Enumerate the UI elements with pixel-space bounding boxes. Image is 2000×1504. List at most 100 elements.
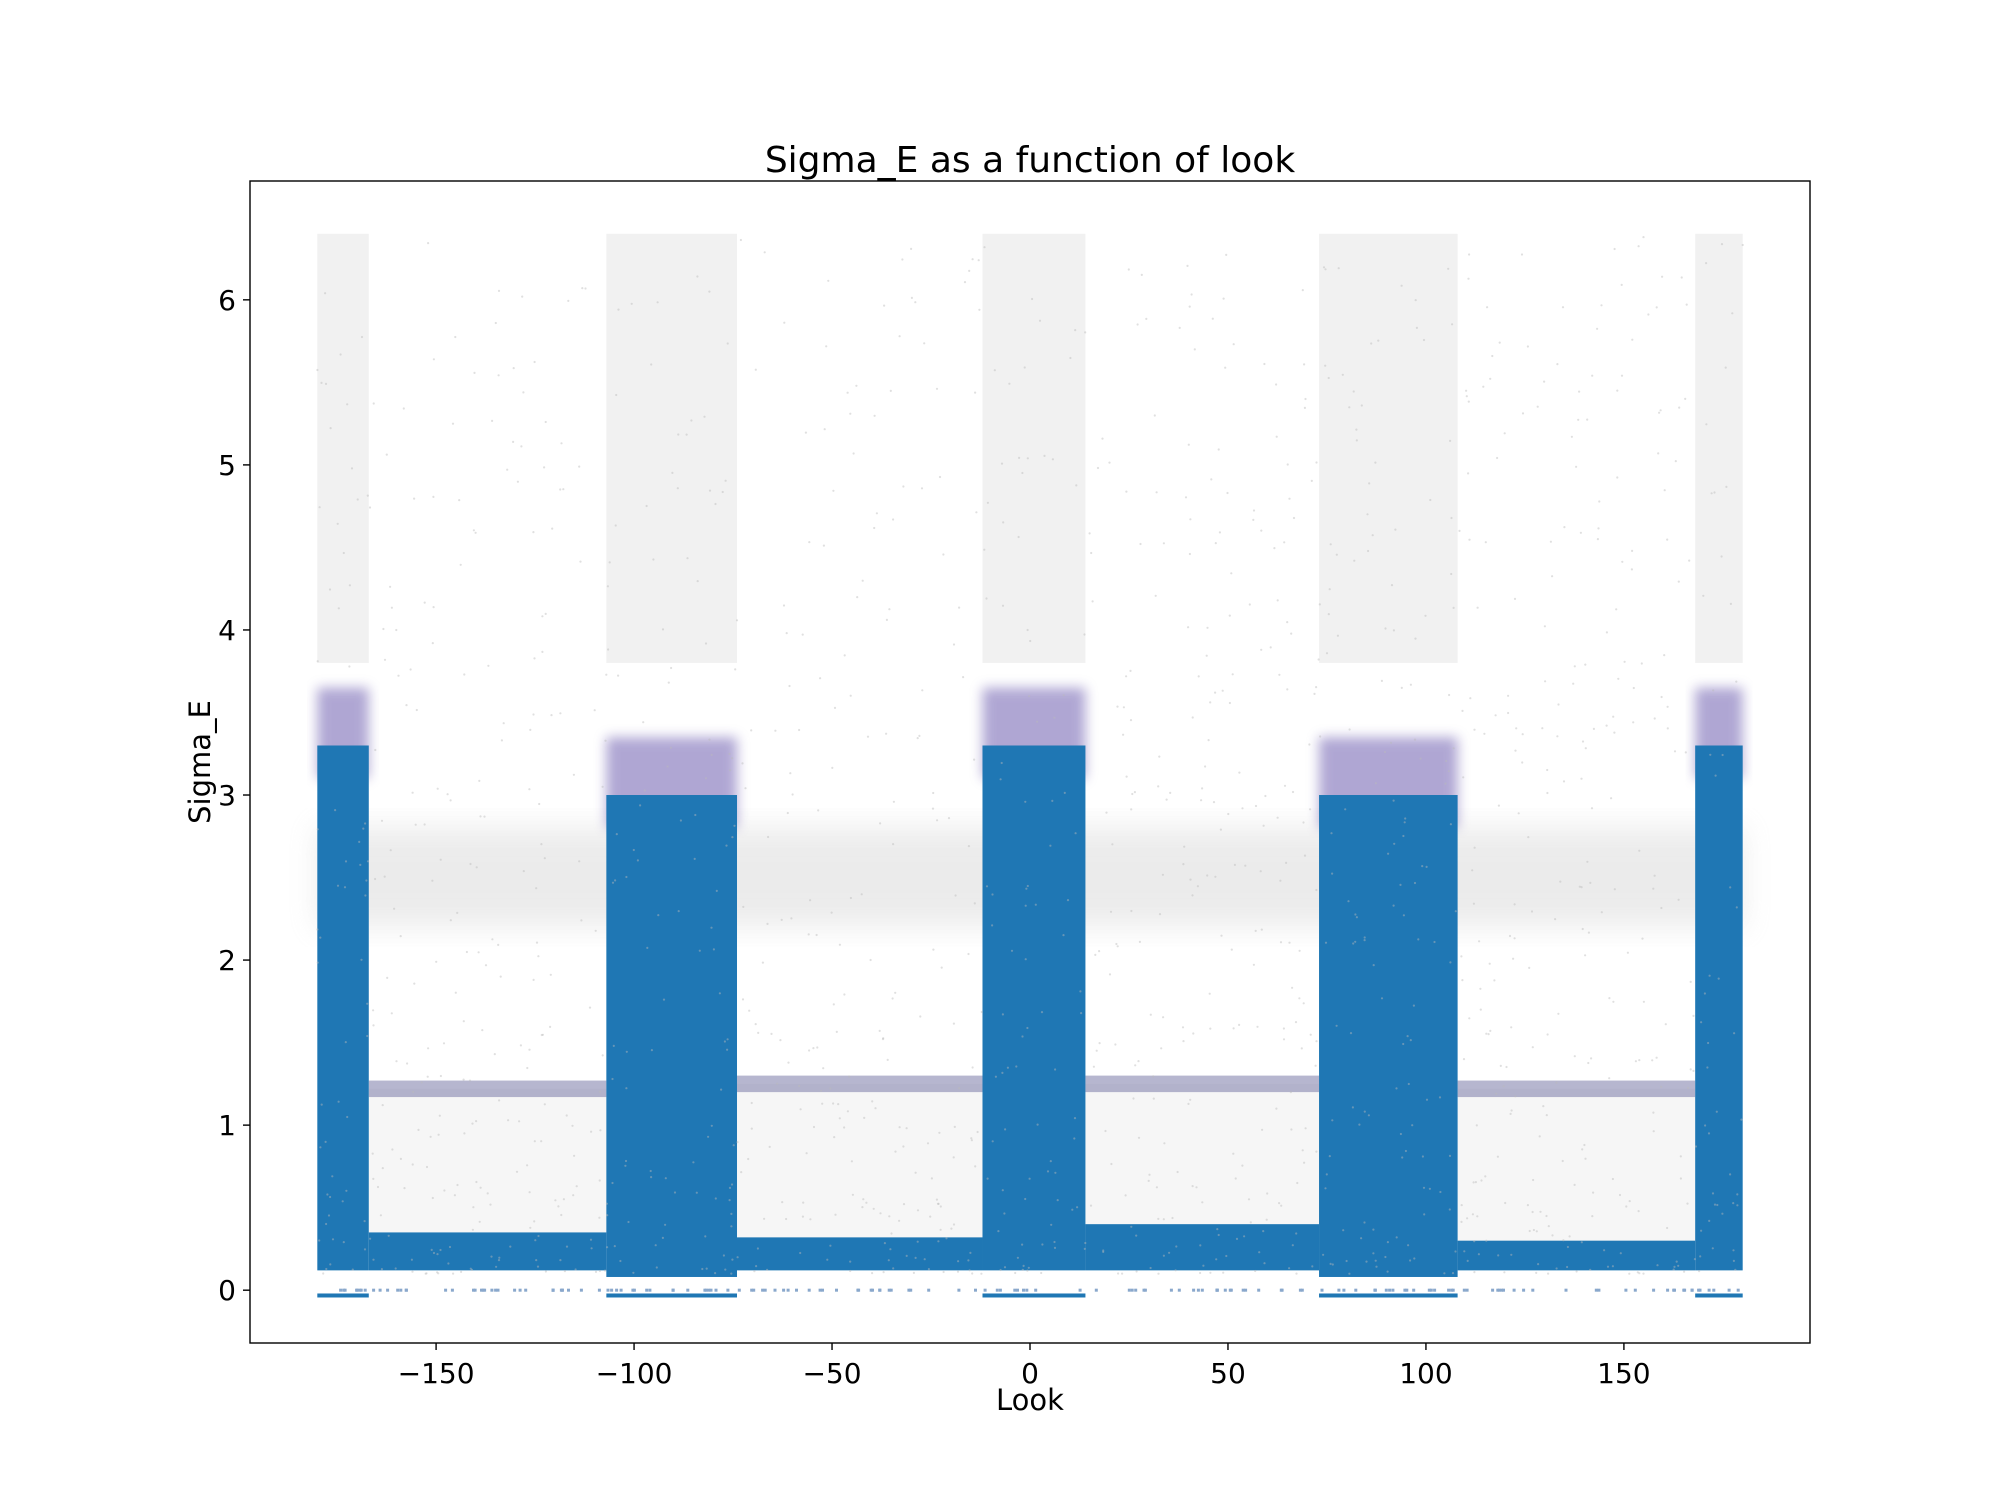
scatter-point (350, 467, 354, 470)
scatter-point (1026, 628, 1029, 632)
scatter-point (1414, 637, 1417, 640)
scatter-point (1372, 1228, 1375, 1231)
scatter-point (1711, 1247, 1714, 1250)
scatter-point (872, 1207, 875, 1210)
scatter-point (703, 415, 706, 418)
scatter-point (639, 804, 642, 807)
scatter-point (1036, 1123, 1039, 1126)
scatter-point (923, 1258, 926, 1261)
zero-point (472, 1288, 475, 1292)
scatter-point (822, 1067, 825, 1070)
scatter-point (549, 1025, 552, 1028)
zero-point (1429, 1288, 1433, 1292)
scatter-point (1686, 1202, 1689, 1205)
scatter-point (1329, 1262, 1332, 1265)
scatter-point (1322, 266, 1326, 269)
scatter-point (1732, 1249, 1735, 1252)
scatter-point (1484, 1175, 1487, 1178)
zero-point (998, 1288, 1002, 1292)
scatter-point (320, 1103, 323, 1106)
scatter-point (1720, 243, 1724, 246)
zero-line-segment (606, 1293, 738, 1298)
scatter-point (1260, 529, 1263, 532)
scatter-point (1499, 1064, 1502, 1067)
scatter-point (1597, 527, 1600, 530)
scatter-point (1104, 1129, 1107, 1133)
scatter-point (942, 553, 945, 556)
scatter-point (1062, 694, 1065, 697)
scatter-point (572, 773, 576, 776)
scatter-point (1720, 555, 1723, 558)
scatter-point (997, 1230, 1000, 1233)
scatter-point (957, 1260, 960, 1263)
scatter-point (685, 433, 688, 436)
zero-point (887, 1288, 891, 1292)
scatter-point (1461, 979, 1464, 982)
scatter-point (447, 1262, 450, 1265)
scatter-point (1001, 1071, 1004, 1074)
scatter-point (1613, 247, 1616, 251)
scatter-point (560, 1213, 563, 1217)
scatter-point (1114, 1043, 1117, 1046)
scatter-point (1586, 860, 1589, 863)
scatter-point (723, 1040, 727, 1043)
scatter-point (1463, 1250, 1466, 1253)
scatter-point (1449, 439, 1452, 442)
scatter-point (448, 1245, 452, 1249)
scatter-point (589, 1238, 593, 1241)
scatter-point (1536, 405, 1539, 408)
scatter-point (1605, 724, 1608, 727)
scatter-point (1225, 1254, 1228, 1258)
scatter-point (1392, 629, 1395, 632)
zero-point (857, 1288, 861, 1292)
haze-region (1695, 233, 1743, 663)
scatter-point (1212, 801, 1216, 804)
scatter-point (611, 1181, 614, 1185)
scatter-point (1003, 1266, 1007, 1269)
scatter-point (1024, 1197, 1027, 1201)
zero-point (560, 1288, 564, 1292)
scatter-point (1049, 1160, 1052, 1163)
scatter-point (483, 815, 486, 818)
scatter-point (427, 1047, 430, 1050)
zero-point (648, 1288, 652, 1292)
scatter-point (1336, 634, 1339, 637)
scatter-point (1218, 531, 1221, 534)
scatter-point (1276, 816, 1279, 819)
scatter-point (1122, 706, 1125, 709)
scatter-point (733, 824, 736, 827)
scatter-point (728, 752, 731, 756)
zero-point (907, 1288, 911, 1292)
scatter-point (481, 1029, 484, 1032)
scatter-point (1546, 791, 1549, 795)
scatter-point (1331, 872, 1334, 875)
y-tick-label: 5 (218, 449, 236, 482)
scatter-point (1178, 326, 1181, 329)
scatter-point (809, 1218, 812, 1221)
scatter-point (590, 1130, 593, 1133)
scatter-point (861, 579, 864, 582)
scatter-point (1637, 245, 1640, 248)
scatter-point (657, 914, 660, 917)
scatter-point (329, 1263, 332, 1266)
scatter-point (1265, 1218, 1268, 1221)
scatter-point (410, 1258, 413, 1261)
scatter-point (1327, 613, 1330, 616)
scatter-point (348, 665, 351, 668)
scatter-point (1642, 236, 1645, 239)
y-tick-label: 0 (218, 1274, 236, 1307)
scatter-point (1256, 1025, 1259, 1028)
scatter-point (1189, 518, 1192, 521)
zero-point (1697, 1288, 1701, 1292)
sparse-fill (368, 1088, 607, 1233)
scatter-point (1532, 1228, 1535, 1232)
scatter-point (1137, 1060, 1140, 1063)
scatter-point (1181, 1026, 1185, 1029)
scatter-point (1217, 448, 1220, 451)
scatter-point (519, 1044, 523, 1047)
scatter-point (1355, 439, 1358, 442)
low-blue-band (368, 1232, 607, 1271)
scatter-point (611, 881, 615, 884)
scatter-point (1589, 881, 1592, 885)
scatter-point (331, 1175, 334, 1178)
